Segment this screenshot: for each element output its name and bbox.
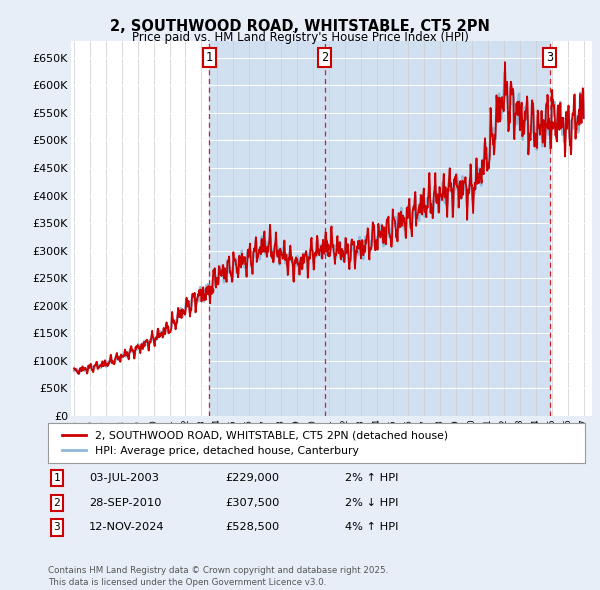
Text: 2: 2	[321, 51, 328, 64]
Text: 28-SEP-2010: 28-SEP-2010	[89, 498, 161, 507]
Text: 2, SOUTHWOOD ROAD, WHITSTABLE, CT5 2PN: 2, SOUTHWOOD ROAD, WHITSTABLE, CT5 2PN	[110, 19, 490, 34]
Text: 1: 1	[53, 473, 61, 483]
Text: £229,000: £229,000	[225, 473, 279, 483]
Text: Price paid vs. HM Land Registry's House Price Index (HPI): Price paid vs. HM Land Registry's House …	[131, 31, 469, 44]
Text: 4% ↑ HPI: 4% ↑ HPI	[345, 523, 398, 532]
Text: 2% ↓ HPI: 2% ↓ HPI	[345, 498, 398, 507]
Legend: 2, SOUTHWOOD ROAD, WHITSTABLE, CT5 2PN (detached house), HPI: Average price, det: 2, SOUTHWOOD ROAD, WHITSTABLE, CT5 2PN (…	[58, 426, 452, 460]
Text: 2: 2	[53, 498, 61, 507]
Text: 12-NOV-2024: 12-NOV-2024	[89, 523, 164, 532]
Bar	[209, 41, 325, 416]
Text: 3: 3	[53, 523, 61, 532]
Text: £307,500: £307,500	[225, 498, 280, 507]
Bar	[325, 41, 550, 416]
Text: £528,500: £528,500	[225, 523, 279, 532]
Text: 1: 1	[206, 51, 213, 64]
Text: 3: 3	[546, 51, 553, 64]
Text: 03-JUL-2003: 03-JUL-2003	[89, 473, 159, 483]
Text: 2% ↑ HPI: 2% ↑ HPI	[345, 473, 398, 483]
Text: Contains HM Land Registry data © Crown copyright and database right 2025.
This d: Contains HM Land Registry data © Crown c…	[48, 566, 388, 587]
